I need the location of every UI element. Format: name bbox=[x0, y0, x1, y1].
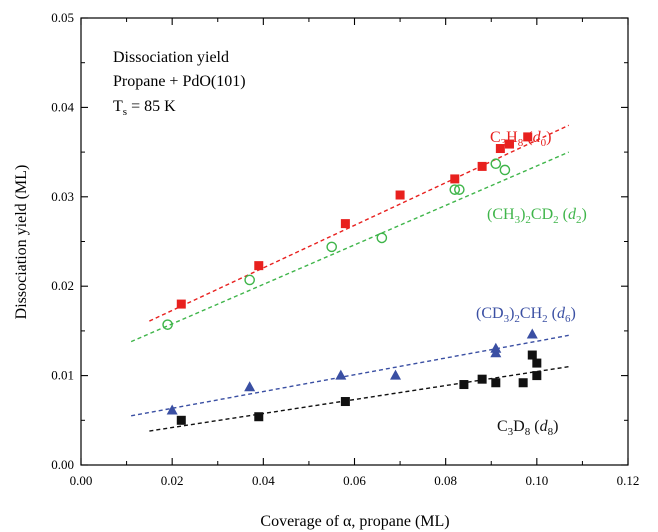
fit-lines bbox=[130, 124, 570, 432]
data-point-series-1 bbox=[454, 184, 465, 195]
data-point-series-3 bbox=[532, 358, 542, 368]
x-axis-label: Coverage of α, propane (ML) bbox=[260, 513, 449, 530]
data-point-series-0 bbox=[340, 219, 350, 229]
series-label-0: C3H8 (d0) bbox=[490, 129, 551, 149]
data-point-series-3 bbox=[532, 371, 542, 381]
x-tick-label: 0.12 bbox=[617, 473, 640, 488]
data-point-series-1 bbox=[490, 158, 502, 170]
data-point-series-3 bbox=[340, 397, 350, 407]
axis-ticks: 0.00 0.02 0.04 0.06 0.08 0.10 0.12 0.00 0.01 0.02… bbox=[51, 10, 639, 488]
data-point-series-0 bbox=[176, 299, 186, 309]
x-tick-label: 0.10 bbox=[525, 473, 548, 488]
y-axis-label: Dissociation yield (ML) bbox=[13, 165, 30, 320]
data-point-series-1 bbox=[499, 164, 511, 176]
x-tick-label: 0.08 bbox=[434, 473, 457, 488]
x-tick-label: 0.02 bbox=[161, 473, 184, 488]
data-markers bbox=[162, 132, 542, 425]
data-point-series-3 bbox=[459, 380, 469, 390]
fit-line-series-0 bbox=[149, 124, 570, 322]
x-tick-label: 0.00 bbox=[70, 473, 93, 488]
y-tick-label: 0.02 bbox=[51, 278, 74, 293]
data-point-series-3 bbox=[254, 412, 264, 422]
annotation-block: Dissociation yield Propane + PdO(101) Ts… bbox=[113, 49, 246, 118]
data-point-series-3 bbox=[477, 374, 487, 384]
data-point-series-1 bbox=[162, 319, 173, 330]
annotation-line-3: Ts = 85 K bbox=[113, 98, 176, 118]
data-point-series-0 bbox=[450, 174, 460, 184]
data-point-series-2 bbox=[526, 328, 538, 339]
data-point-series-3 bbox=[176, 415, 186, 425]
series-label-2: (CD3)2CH2 (d6) bbox=[476, 305, 576, 325]
y-tick-label: 0.05 bbox=[51, 10, 74, 25]
data-point-series-0 bbox=[254, 261, 264, 271]
annotation-line-2: Propane + PdO(101) bbox=[113, 73, 246, 90]
data-point-series-2 bbox=[390, 369, 402, 380]
series-label-3: C3D8 (d8) bbox=[497, 418, 558, 438]
fit-line-series-3 bbox=[149, 365, 569, 432]
data-point-series-0 bbox=[477, 161, 487, 171]
y-tick-label: 0.01 bbox=[51, 368, 74, 383]
series-label-1: (CH3)2CD2 (d2) bbox=[487, 206, 587, 226]
series-labels: C3H8 (d0) (CH3)2CD2 (d2) (CD3)2CH2 (d6) C3D… bbox=[476, 129, 587, 438]
data-point-series-2 bbox=[166, 404, 178, 415]
data-point-series-3 bbox=[491, 378, 501, 388]
fit-line-series-2 bbox=[131, 334, 569, 417]
data-point-series-2 bbox=[244, 381, 256, 392]
data-point-series-0 bbox=[495, 144, 505, 154]
y-tick-label: 0.03 bbox=[51, 189, 74, 204]
data-point-series-2 bbox=[335, 369, 347, 380]
data-point-series-1 bbox=[376, 232, 388, 244]
y-tick-label: 0.04 bbox=[51, 99, 74, 114]
data-point-series-1 bbox=[326, 241, 338, 253]
y-tick-label: 0.00 bbox=[51, 457, 74, 472]
data-point-series-2 bbox=[490, 342, 502, 353]
x-tick-label: 0.04 bbox=[252, 473, 275, 488]
data-point-series-0 bbox=[395, 190, 405, 200]
data-point-series-3 bbox=[527, 350, 537, 360]
data-point-series-1 bbox=[244, 274, 255, 286]
fit-line-series-1 bbox=[130, 151, 570, 343]
data-point-series-0 bbox=[523, 132, 533, 142]
x-tick-label: 0.06 bbox=[343, 473, 366, 488]
data-point-series-3 bbox=[518, 378, 528, 388]
annotation-line-1: Dissociation yield bbox=[113, 49, 229, 66]
data-point-series-0 bbox=[504, 139, 514, 149]
data-point-series-1 bbox=[449, 184, 461, 195]
